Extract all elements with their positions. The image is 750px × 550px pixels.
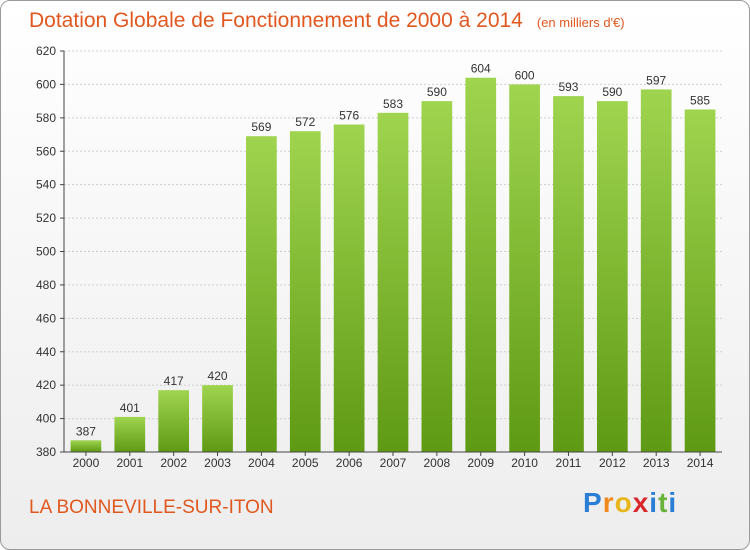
bar-2006: [333, 124, 365, 453]
x-tick-label: 2008: [424, 456, 451, 470]
x-tick-label: 2000: [73, 456, 100, 470]
x-tick-label: 2009: [467, 456, 494, 470]
bar-2000: [70, 440, 102, 452]
bar-2003: [202, 385, 233, 452]
y-tick-label: 400: [36, 412, 56, 426]
y-tick-label: 500: [36, 245, 56, 259]
logo-letter: o: [614, 487, 633, 518]
value-label: 387: [76, 424, 96, 438]
y-tick-label: 420: [36, 378, 56, 392]
bars: 387 401 417 420 569 572 576 583 590 604 600 593 590 5…: [70, 62, 716, 453]
bar-2008: [421, 101, 453, 452]
x-tick-label: 2014: [687, 456, 714, 470]
proxiti-logo: Proxiti: [583, 487, 677, 519]
x-tick-label: 2012: [599, 456, 626, 470]
bar-2014: [684, 109, 716, 453]
logo-letter: P: [583, 487, 603, 518]
bar-2007: [377, 112, 409, 452]
x-tick-label: 2002: [160, 456, 187, 470]
logo-letter: i: [668, 487, 678, 518]
value-label: 600: [515, 68, 535, 82]
x-tick-label: 2007: [380, 456, 407, 470]
y-tick-label: 380: [36, 445, 56, 459]
y-tick-label: 600: [36, 77, 56, 91]
value-label: 417: [164, 374, 184, 388]
value-label: 590: [602, 85, 622, 99]
value-label: 401: [120, 401, 140, 415]
bar-2004: [246, 136, 277, 452]
y-tick-label: 620: [36, 44, 56, 58]
x-tick-label: 2006: [336, 456, 363, 470]
logo-letter: x: [632, 487, 650, 518]
value-label: 576: [339, 109, 359, 123]
logo-letter: t: [658, 487, 669, 518]
x-tick-label: 2010: [511, 456, 538, 470]
value-label: 420: [208, 369, 228, 383]
y-tick-label: 520: [36, 211, 56, 225]
value-label: 597: [646, 73, 666, 87]
value-label: 583: [383, 97, 403, 111]
bar-2011: [553, 96, 584, 453]
value-label: 590: [427, 85, 447, 99]
chart-title-text: Dotation Globale de Fonctionnement de 20…: [29, 9, 523, 32]
x-tick-label: 2011: [556, 456, 582, 470]
y-tick-label: 540: [36, 178, 56, 192]
logo-letter: i: [649, 487, 659, 518]
y-tick-label: 480: [36, 278, 56, 292]
x-tick-label: 2003: [204, 456, 231, 470]
town-name: LA BONNEVILLE-SUR-ITON: [29, 497, 274, 518]
chart-title: Dotation Globale de Fonctionnement de 20…: [29, 9, 625, 33]
axes: 380 400 420 440 460 480 500 520 540 560 580 600 620 2…: [36, 44, 722, 470]
bar-2012: [596, 101, 628, 452]
x-tick-label: 2004: [248, 456, 275, 470]
value-label: 572: [295, 115, 315, 129]
x-tick-label: 2013: [643, 456, 670, 470]
value-label: 593: [558, 80, 578, 94]
y-tick-label: 440: [36, 345, 56, 359]
x-tick-label: 2005: [292, 456, 319, 470]
y-tick-label: 460: [36, 311, 56, 325]
y-tick-label: 580: [36, 111, 56, 125]
bar-2010: [509, 84, 540, 453]
x-tick-label: 2001: [116, 456, 143, 470]
bar-2013: [640, 89, 672, 452]
logo-letter: r: [602, 487, 615, 518]
y-tick-label: 560: [36, 144, 56, 158]
value-label: 569: [251, 120, 271, 134]
bar-2009: [465, 77, 497, 452]
chart-subtitle: (en milliers d'€): [536, 15, 625, 30]
bar-2005: [289, 131, 321, 452]
value-label: 604: [471, 62, 491, 76]
bar-2002: [158, 390, 190, 452]
bar-2001: [114, 416, 146, 452]
value-label: 585: [690, 93, 710, 107]
